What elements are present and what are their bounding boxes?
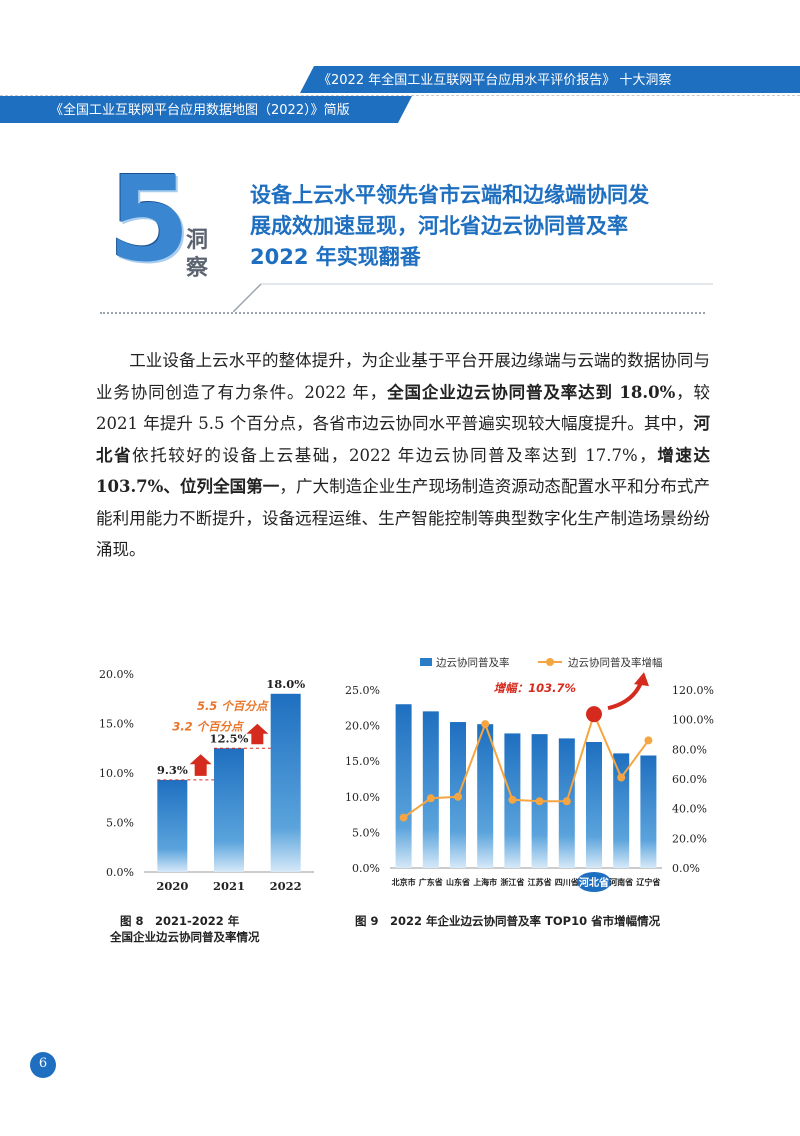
y-left-tick-label: 5.0% [352, 826, 380, 839]
body-paragraph: 工业设备上云水平的整体提升，为企业基于平台开展边缘端与云端的数据协同与业务协同创… [96, 345, 710, 566]
insight-number: 5 [108, 150, 191, 288]
header-bottom-band [0, 96, 412, 123]
line-point [399, 813, 408, 822]
increase-annotation: 3.2 个百分点 [172, 719, 244, 733]
header-top-band [300, 66, 800, 93]
body-text-run: 工业设备上云水平的整体提升，为企业基于平台开展边缘端与云端的数据协同与业务协同创… [96, 351, 710, 402]
body-text-run: ，广大制造企业生产现场制造资源动态配置水平和分布式产能利用能力不断提升，设备远程… [96, 477, 710, 559]
bar [395, 704, 412, 868]
figure-9-chart: 边云协同普及率 边云协同普及率增幅 0.0% 5.0% 10.0% 15.0% 20.0% 2… [345, 656, 714, 892]
legend-label: 边云协同普及率增幅 [568, 656, 663, 669]
y-tick-label: 5.0% [106, 817, 134, 830]
bar [640, 755, 657, 868]
x-tick-label: 2020 [156, 879, 188, 893]
y-left-tick-label: 10.0% [345, 791, 380, 804]
insight-title: 设备上云水平领先省市云端和边缘端协同发 展成效加速显现，河北省边云协同普及率 2… [250, 180, 770, 273]
bar [270, 693, 301, 872]
figure-8-chart: 0.0% 5.0% 10.0% 15.0% 20.0% 9.3% 2020 12.5% 2021… [99, 668, 314, 893]
bar [214, 748, 244, 872]
line-point [644, 736, 653, 745]
y-right-tick-label: 60.0% [672, 773, 707, 786]
line-point [481, 720, 490, 729]
x-tick-label: 北京市 [392, 877, 416, 887]
legend-bar-swatch [420, 658, 432, 666]
map-title: 《全国工业互联网平台应用数据地图（2022）》简版 [50, 103, 350, 118]
growth-annotation: 增幅：103.7% [494, 681, 576, 695]
bar-value-label: 12.5% [210, 731, 249, 745]
y-right-tick-label: 80.0% [672, 743, 707, 756]
x-tick-label: 2022 [270, 879, 302, 893]
figure-8-caption-line1: 图 8 2021-2022 年 [120, 914, 240, 928]
body-text-run: ，较 2021 年提升 5.5 个百分点，各省市边云协同水平普遍实现较大幅度提升… [96, 382, 710, 434]
y-left-tick-label: 15.0% [345, 755, 380, 768]
y-tick-label: 10.0% [99, 767, 134, 780]
bar-value-label: 18.0% [266, 677, 305, 691]
insight-char-2: 察 [186, 256, 209, 281]
y-left-tick-label: 20.0% [345, 720, 380, 733]
page-number-badge [30, 1052, 56, 1078]
x-tick-label: 2021 [213, 879, 245, 893]
body-emphasis: 全国企业边云协同普及率达到 18.0% [387, 382, 676, 402]
x-tick-label: 山东省 [446, 877, 470, 887]
title-line: 展成效加速显现，河北省边云协同普及率 [250, 214, 628, 238]
figure-8-caption-line2: 全国企业边云协同普及率情况 [110, 930, 260, 944]
line-point [562, 797, 571, 806]
insight-badge: 5 洞 察 [108, 160, 233, 281]
y-left-tick-label: 25.0% [345, 684, 380, 697]
bar-value-label: 9.3% [157, 763, 188, 777]
title-line: 设备上云水平领先省市云端和边缘端协同发 [250, 183, 649, 207]
y-tick-label: 0.0% [106, 866, 134, 879]
y-right-tick-label: 100.0% [672, 714, 714, 727]
line-point [508, 795, 517, 804]
bar [613, 753, 630, 868]
x-tick-label: 四川省 [555, 877, 579, 887]
header-divider [0, 95, 800, 96]
legend-label: 边云协同普及率 [436, 656, 510, 669]
y-right-tick-label: 20.0% [672, 832, 707, 845]
growth-arrow-head-icon [634, 672, 649, 687]
x-tick-label: 辽宁省 [636, 877, 660, 887]
figure-9-caption: 图 9 2022 年企业边云协同普及率 TOP10 省市增幅情况 [355, 914, 661, 928]
y-tick-label: 15.0% [99, 718, 134, 731]
line-point [617, 773, 626, 782]
bar [157, 779, 188, 872]
line-point [535, 797, 544, 806]
highlight-label-badge [577, 872, 611, 892]
y-left-tick-label: 0.0% [352, 862, 380, 875]
body-emphasis: 河北省 [96, 414, 710, 465]
line-point [454, 792, 462, 801]
x-tick-label: 河北省 [579, 876, 609, 889]
highlight-point [586, 706, 602, 723]
y-right-tick-label: 40.0% [672, 803, 707, 816]
page-number: 6 [38, 1056, 48, 1071]
y-right-tick-label: 0.0% [672, 862, 700, 875]
series-line [403, 711, 650, 819]
body-emphasis: 增速达 103.7%、位列全国第一 [96, 445, 710, 497]
line-point [426, 794, 435, 803]
x-tick-label: 浙江省 [500, 877, 524, 887]
y-tick-label: 20.0% [99, 668, 134, 681]
x-tick-label: 河南省 [609, 877, 633, 887]
report-title: 《2022 年全国工业互联网平台应用水平评价报告》 十大洞察 [318, 73, 672, 88]
x-tick-label: 江苏省 [528, 877, 552, 887]
title-line: 2022 年实现翻番 [250, 245, 421, 269]
y-right-tick-label: 120.0% [672, 684, 714, 697]
x-tick-label: 广东省 [419, 877, 443, 887]
increase-arrow-icon [189, 754, 212, 776]
bar [422, 711, 439, 868]
bar [586, 741, 602, 868]
title-divider-slant [233, 283, 713, 312]
body-text-run: 依托较好的设备上云基础，2022 年边云协同普及率达到 17.7%， [132, 445, 658, 465]
legend-line-marker [546, 658, 554, 666]
bar [477, 724, 494, 868]
title-divider [100, 312, 705, 314]
insight-char-1: 洞 [186, 228, 209, 253]
increase-arrow-icon [246, 723, 269, 745]
x-tick-label: 上海市 [473, 877, 497, 887]
increase-annotation: 5.5 个百分点 [197, 699, 269, 713]
